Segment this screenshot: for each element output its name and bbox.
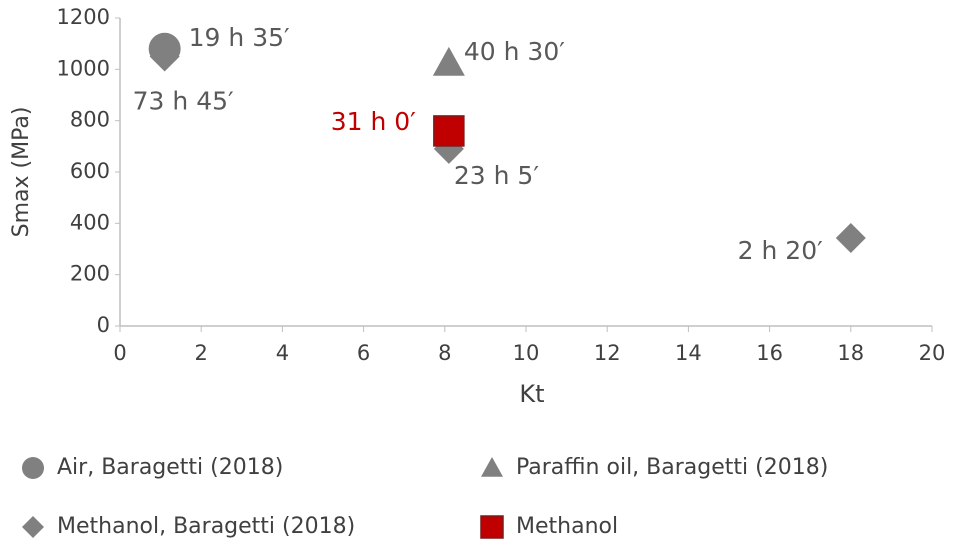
point-label: 73 h 45′ bbox=[133, 87, 234, 116]
point-label: 2 h 20′ bbox=[738, 236, 823, 265]
x-tick-label: 16 bbox=[756, 341, 783, 365]
point bbox=[835, 222, 866, 253]
y-tick-label: 600 bbox=[70, 159, 110, 183]
point-label: 19 h 35′ bbox=[189, 23, 290, 52]
x-tick-label: 2 bbox=[195, 341, 208, 365]
point bbox=[149, 41, 180, 72]
x-axis-title: Kt bbox=[519, 380, 544, 408]
y-tick-label: 1000 bbox=[57, 56, 110, 80]
y-tick-label: 0 bbox=[97, 313, 110, 337]
legend-label: Methanol bbox=[516, 514, 618, 539]
legend-marker bbox=[481, 457, 503, 477]
point bbox=[432, 46, 465, 76]
legend-label: Methanol, Baragetti (2018) bbox=[57, 514, 355, 539]
y-tick-label: 200 bbox=[70, 262, 110, 286]
y-tick-label: 400 bbox=[70, 210, 110, 234]
x-tick-label: 14 bbox=[675, 341, 702, 365]
x-tick-label: 4 bbox=[276, 341, 289, 365]
x-tick-label: 18 bbox=[837, 341, 864, 365]
legend-marker bbox=[22, 457, 44, 479]
x-tick-label: 12 bbox=[594, 341, 621, 365]
y-tick-label: 800 bbox=[70, 108, 110, 132]
legend-label: Air, Baragetti (2018) bbox=[57, 455, 283, 480]
legend-label: Paraffin oil, Baragetti (2018) bbox=[516, 455, 828, 480]
point-label: 23 h 5′ bbox=[454, 161, 539, 190]
x-tick-label: 6 bbox=[357, 341, 370, 365]
point-label: 40 h 30′ bbox=[464, 37, 565, 66]
point-label: 31 h 0′ bbox=[331, 107, 416, 136]
legend-marker bbox=[480, 515, 504, 539]
y-tick-label: 1200 bbox=[57, 5, 110, 29]
point bbox=[433, 115, 465, 147]
x-tick-label: 8 bbox=[438, 341, 451, 365]
legend-marker bbox=[22, 516, 44, 538]
x-tick-label: 20 bbox=[919, 341, 946, 365]
y-axis-title: Smax (MPa) bbox=[9, 107, 34, 238]
x-tick-label: 0 bbox=[113, 341, 126, 365]
x-tick-label: 10 bbox=[513, 341, 540, 365]
